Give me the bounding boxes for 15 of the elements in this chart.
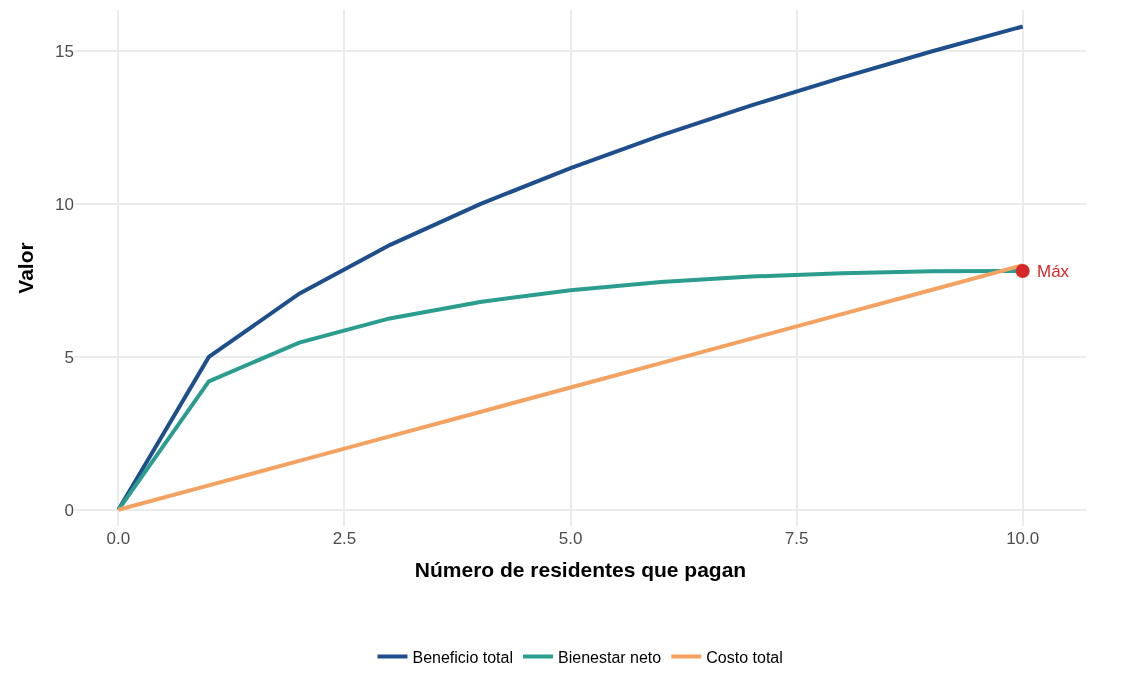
x-tick-label: 2.5 (332, 529, 357, 548)
x-tick-label: 0.0 (106, 529, 131, 548)
legend-label: Bienestar neto (558, 648, 662, 666)
x-tick-label: 5.0 (558, 529, 583, 548)
x-tick-label: 10.0 (1006, 529, 1040, 548)
annotation: Máx (1037, 262, 1070, 281)
legend-label: Beneficio total (412, 648, 514, 666)
y-tick-label: 15 (55, 42, 74, 62)
y-tick-label: 5 (64, 347, 74, 367)
y-axis-title: Valor (14, 242, 38, 294)
x-tick-label: 7.5 (784, 529, 809, 548)
legend-label: Costo total (706, 648, 783, 666)
y-tick-label: 10 (55, 195, 74, 215)
x-axis-title: Número de residentes que pagan (414, 558, 747, 582)
y-tick-label: 0 (64, 500, 74, 520)
